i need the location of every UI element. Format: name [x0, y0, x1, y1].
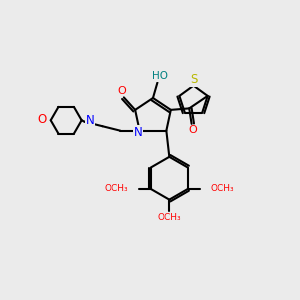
Text: OCH₃: OCH₃	[105, 184, 128, 194]
Text: O: O	[117, 86, 126, 96]
Text: N: N	[134, 126, 142, 139]
Text: O: O	[37, 113, 46, 126]
Text: O: O	[189, 125, 197, 135]
Text: N: N	[86, 114, 94, 128]
Text: S: S	[190, 73, 197, 86]
Text: HO: HO	[152, 71, 168, 81]
Text: OCH₃: OCH₃	[158, 213, 181, 222]
Text: OCH₃: OCH₃	[210, 184, 234, 194]
